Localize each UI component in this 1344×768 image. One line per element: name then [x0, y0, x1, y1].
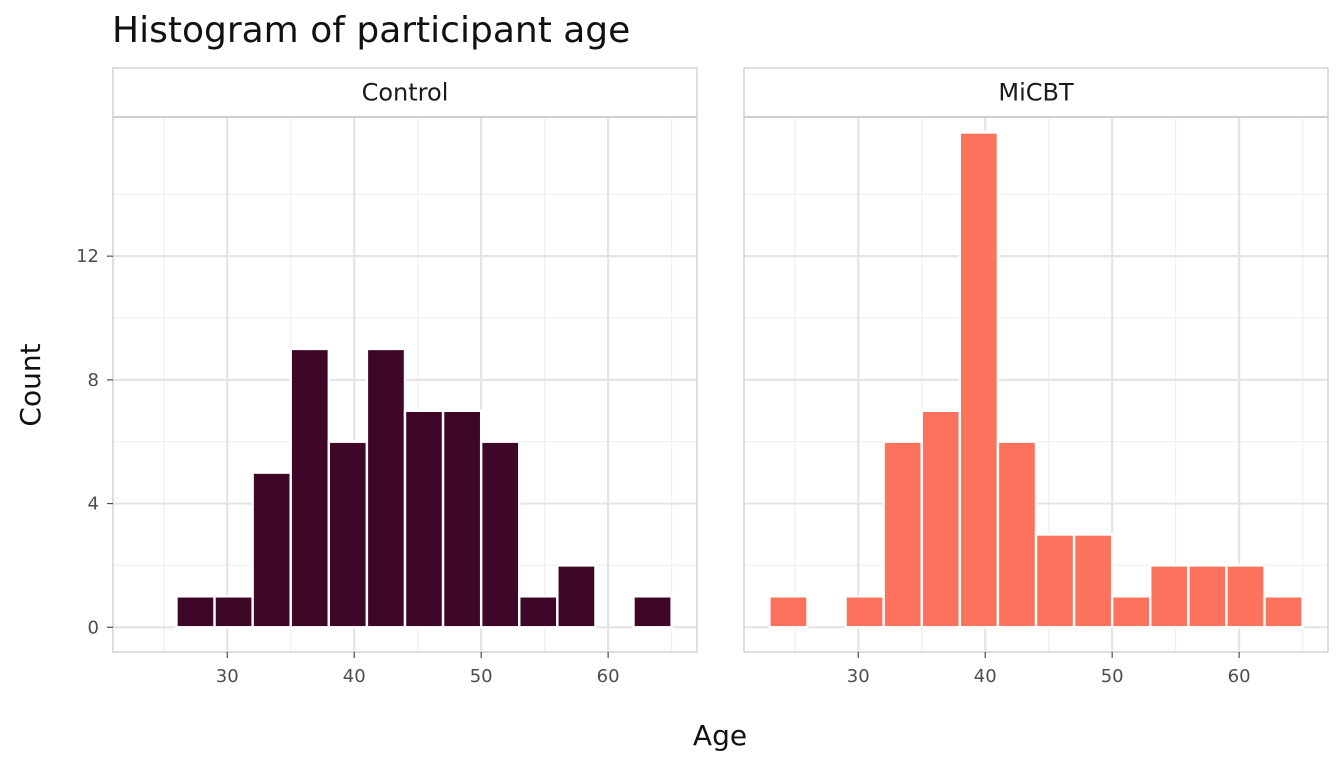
x-tick-label: 40	[974, 666, 997, 687]
x-tick-label: 50	[470, 666, 493, 687]
y-tick-label: 0	[88, 617, 99, 638]
y-tick-label: 12	[76, 246, 99, 267]
x-tick-label: 30	[847, 666, 870, 687]
x-axis-title: Age	[693, 719, 747, 752]
facet-strip	[112, 67, 698, 118]
histogram-bar	[996, 440, 1038, 629]
histogram-bar	[1187, 564, 1228, 629]
histogram-bar	[920, 409, 962, 629]
x-tick-label: 60	[1228, 666, 1251, 687]
histogram-bar	[479, 440, 521, 629]
histogram-bar	[844, 595, 885, 629]
histogram-bar	[1225, 564, 1266, 629]
histogram-bar	[403, 409, 445, 629]
y-tick-label: 4	[88, 494, 99, 515]
x-tick-label: 60	[597, 666, 620, 687]
histogram-bar	[213, 595, 254, 629]
facet-strip	[743, 67, 1329, 118]
facet-panels: Control 30 40 50 60 MiCBT 30 40 50 60	[112, 67, 1329, 687]
y-axis-ticks: 0 4 8 12	[76, 246, 113, 638]
y-axis-title: Count	[14, 343, 47, 426]
histogram-bar	[251, 471, 292, 629]
x-tick-label: 50	[1101, 666, 1124, 687]
histogram-bar	[1263, 595, 1304, 629]
histogram-bar	[1110, 595, 1152, 629]
histogram-bar	[289, 347, 331, 629]
x-tick-label: 30	[216, 666, 239, 687]
histogram-bar	[1149, 564, 1190, 629]
histogram-bar	[882, 440, 923, 629]
histogram-bar	[518, 595, 559, 629]
histogram-bar	[632, 595, 673, 629]
y-tick-label: 8	[88, 370, 99, 391]
chart-title: Histogram of participant age	[112, 10, 630, 51]
facet-panel-control: Control 30 40 50 60	[112, 67, 698, 687]
histogram-bar	[958, 131, 1000, 629]
histogram-bar	[556, 564, 597, 629]
histogram-bar	[1072, 533, 1114, 629]
facet-label: MiCBT	[998, 79, 1074, 107]
histogram-bar	[175, 595, 216, 629]
histogram-bar	[365, 347, 407, 629]
histogram-bar	[768, 595, 809, 629]
facet-panel-micbt: MiCBT 30 40 50 60	[743, 67, 1329, 687]
facet-label: Control	[362, 79, 449, 107]
histogram-bar	[327, 440, 369, 629]
histogram-bar	[1034, 533, 1076, 629]
histogram-bar	[441, 409, 483, 629]
x-tick-label: 40	[343, 666, 366, 687]
